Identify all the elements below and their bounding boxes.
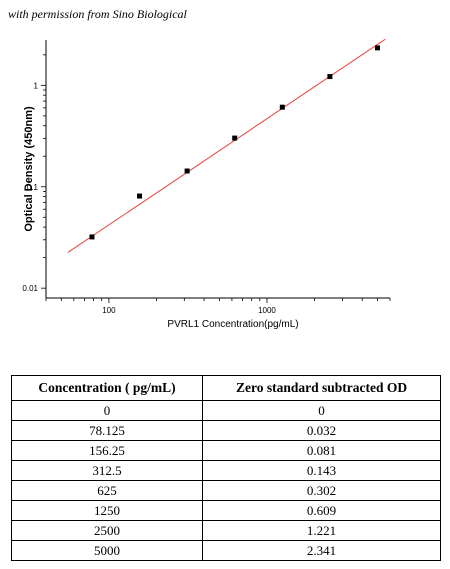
table-row: 625 0.302 [10, 480, 441, 501]
data-point [89, 234, 95, 240]
standard-curve-chart: 0.01 0.1 1 100 1000 PVRL1 Concentration(pg/mL… [22, 38, 391, 330]
od-cell: 0.081 [202, 440, 441, 461]
concentration-cell: 0 [10, 400, 204, 421]
table-row: 156.25 0.081 [10, 440, 441, 461]
y-tick-label: 0.1 [27, 183, 39, 192]
x-tick-label: 100 [102, 306, 116, 315]
concentration-cell: 156.25 [10, 440, 204, 461]
data-point [137, 193, 143, 199]
data-point [374, 45, 380, 51]
header-od: Zero standard subtracted OD [202, 375, 441, 401]
od-cell: 0.032 [202, 420, 441, 441]
x-axis-title: PVRL1 Concentration(pg/mL) [167, 319, 298, 330]
table-row: 312.5 0.143 [10, 460, 441, 481]
x-tick-label: 1000 [258, 306, 276, 315]
fit-line [67, 38, 386, 253]
od-cell: 0.143 [202, 460, 441, 481]
data-point [184, 168, 190, 174]
od-cell: 0.609 [202, 500, 441, 521]
concentration-cell: 312.5 [10, 460, 204, 481]
table-row: 78.125 0.032 [10, 420, 441, 441]
standard-data-table: Concentration ( pg/mL) Zero standard sub… [10, 375, 441, 561]
concentration-cell: 5000 [10, 540, 204, 561]
table-row: 5000 2.341 [10, 540, 441, 561]
data-point [327, 74, 333, 80]
table-row: 1250 0.609 [10, 500, 441, 521]
concentration-cell: 625 [10, 480, 204, 501]
permission-caption: with permission from Sino Biological [8, 7, 187, 21]
od-cell: 1.221 [202, 520, 441, 541]
od-cell: 0.302 [202, 480, 441, 501]
header-concentration: Concentration ( pg/mL) [10, 375, 204, 401]
y-tick-label: 1 [34, 81, 39, 90]
data-point [279, 104, 285, 110]
table-row: 0 0 [10, 400, 441, 421]
table-row: 2500 1.221 [10, 520, 441, 541]
od-cell: 0 [202, 400, 441, 421]
table-header-row: Concentration ( pg/mL) Zero standard sub… [10, 375, 441, 401]
od-cell: 2.341 [202, 540, 441, 561]
y-axis-title: Optical Density (450nm) [23, 106, 35, 232]
concentration-cell: 1250 [10, 500, 204, 521]
concentration-cell: 2500 [10, 520, 204, 541]
y-tick-label: 0.01 [22, 284, 38, 293]
data-point [232, 135, 238, 141]
concentration-cell: 78.125 [10, 420, 204, 441]
